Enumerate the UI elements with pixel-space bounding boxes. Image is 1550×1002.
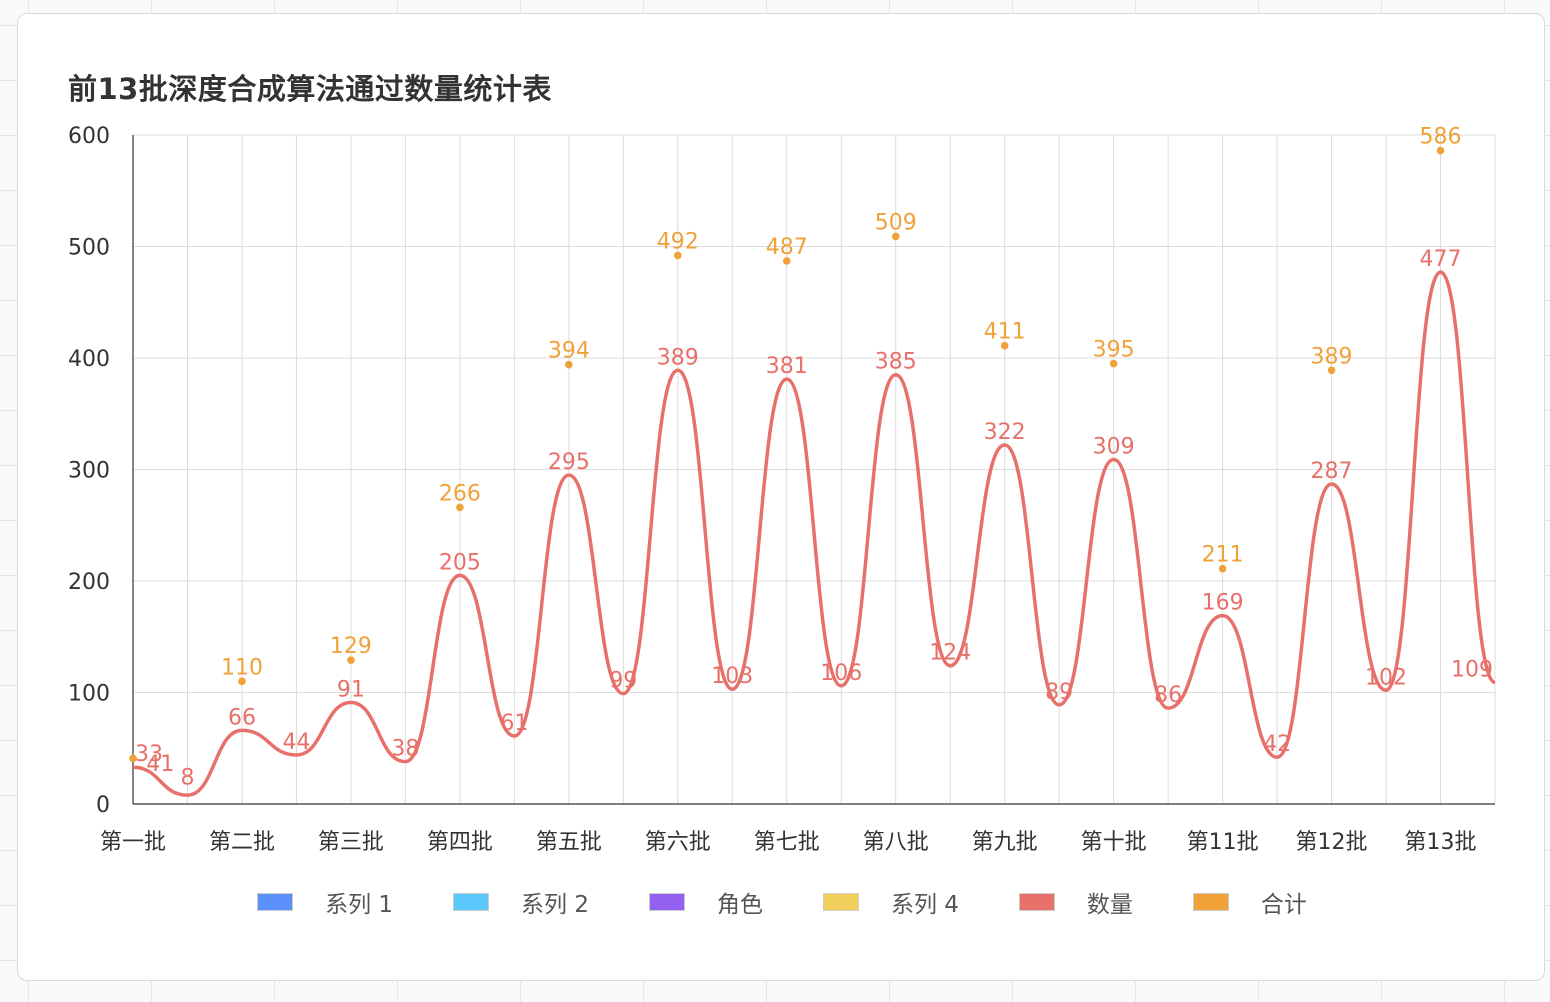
legend-swatch — [1192, 893, 1229, 911]
point-合计 — [1436, 146, 1445, 155]
x-tick-label: 第12批 — [1296, 830, 1368, 855]
data-label-合计: 394 — [548, 339, 590, 364]
data-label-数量: 33 — [135, 742, 163, 767]
data-label-数量: 86 — [1154, 683, 1182, 708]
point-合计 — [1218, 564, 1227, 573]
data-label-数量: 89 — [1045, 680, 1073, 705]
data-label-合计: 266 — [439, 481, 481, 506]
legend-label: 系列 2 — [521, 892, 589, 918]
legend-item[interactable]: 系列 4 — [793, 885, 989, 919]
point-合计 — [238, 677, 246, 686]
data-label-合计: 110 — [221, 655, 263, 680]
legend-item[interactable]: 数量 — [989, 885, 1163, 919]
data-label-数量: 287 — [1311, 459, 1353, 484]
point-合计 — [1327, 366, 1336, 375]
x-tick-label: 第七批 — [754, 830, 820, 855]
y-tick-label: 500 — [68, 236, 110, 261]
x-tick-label: 第二批 — [209, 830, 275, 855]
point-合计 — [1000, 341, 1009, 350]
data-label-数量: 124 — [929, 641, 971, 666]
point-合计 — [891, 232, 900, 241]
x-tick-label: 第九批 — [972, 830, 1038, 855]
legend-swatch — [257, 893, 294, 911]
data-label-数量: 385 — [875, 350, 917, 375]
data-label-数量: 103 — [711, 664, 753, 689]
data-label-数量: 381 — [766, 354, 808, 379]
data-label-数量: 8 — [180, 766, 194, 791]
x-tick-label: 第八批 — [863, 830, 929, 855]
y-tick-label: 100 — [68, 682, 110, 707]
data-label-数量: 109 — [1451, 657, 1493, 682]
legend-item[interactable]: 系列 1 — [227, 885, 423, 919]
x-tick-label: 第三批 — [318, 830, 384, 855]
y-tick-label: 200 — [68, 570, 110, 595]
x-tick-label: 第十批 — [1081, 830, 1147, 855]
legend-label: 合计 — [1260, 892, 1307, 918]
data-label-数量: 44 — [282, 730, 310, 755]
data-label-合计: 492 — [657, 229, 699, 254]
point-合计 — [674, 251, 682, 260]
legend-swatch — [453, 893, 490, 911]
data-label-合计: 487 — [766, 235, 808, 260]
x-tick-label: 第11批 — [1187, 830, 1259, 855]
y-tick-label: 400 — [68, 347, 110, 372]
series-line-数量 — [132, 270, 1496, 797]
chart-title: 前13批深度合成算法通过数量统计表 — [68, 72, 552, 106]
legend-swatch — [1018, 893, 1055, 911]
y-tick-label: 300 — [68, 459, 110, 484]
legend-swatch — [822, 893, 859, 911]
point-合计 — [347, 656, 355, 664]
y-tick-label: 0 — [96, 793, 110, 818]
data-label-数量: 295 — [548, 450, 590, 475]
data-label-数量: 389 — [657, 345, 699, 370]
data-label-数量: 66 — [228, 705, 256, 730]
legend-label: 系列 4 — [890, 892, 959, 918]
data-label-数量: 106 — [820, 661, 862, 686]
x-tick-label: 第13批 — [1405, 830, 1477, 855]
point-合计 — [129, 754, 137, 763]
data-label-数量: 61 — [500, 711, 528, 736]
legend-label: 系列 1 — [325, 892, 394, 918]
data-label-数量: 205 — [439, 550, 481, 575]
chart-legend: 系列 1 系列 2 角色 系列 4 数量 合计 — [18, 884, 1546, 920]
legend-label: 角色 — [716, 892, 763, 918]
data-label-合计: 411 — [984, 320, 1026, 345]
chart-card: 前13批深度合成算法通过数量统计表 系列 1 系列 2 角色 系列 4 数量 合计 — [17, 13, 1545, 981]
point-合计 — [782, 257, 791, 265]
data-label-数量: 322 — [984, 420, 1026, 445]
data-label-数量: 102 — [1365, 665, 1407, 690]
data-label-合计: 129 — [330, 634, 372, 659]
data-label-数量: 42 — [1263, 732, 1291, 757]
legend-item[interactable]: 合计 — [1163, 885, 1337, 919]
point-合计 — [565, 360, 573, 369]
data-label-数量: 169 — [1202, 591, 1244, 616]
x-tick-label: 第四批 — [427, 830, 493, 855]
legend-item[interactable]: 角色 — [619, 885, 793, 919]
data-label-数量: 41 — [146, 752, 174, 777]
y-tick-label: 600 — [68, 124, 110, 149]
x-tick-label: 第六批 — [645, 830, 711, 855]
data-label-合计: 395 — [1093, 338, 1135, 363]
data-label-合计: 211 — [1202, 543, 1244, 568]
point-合计 — [1109, 359, 1118, 368]
x-tick-label: 第五批 — [536, 830, 602, 855]
data-label-数量: 477 — [1420, 247, 1462, 272]
legend-item[interactable]: 系列 2 — [423, 885, 619, 919]
data-label-数量: 309 — [1093, 434, 1135, 459]
data-label-数量: 91 — [337, 678, 365, 703]
legend-label: 数量 — [1086, 892, 1133, 918]
legend-swatch — [648, 893, 685, 911]
x-tick-label: 第一批 — [100, 830, 166, 855]
data-label-合计: 586 — [1420, 125, 1462, 150]
point-合计 — [456, 503, 464, 512]
data-label-数量: 99 — [609, 669, 637, 694]
data-label-数量: 38 — [391, 737, 419, 762]
data-label-合计: 389 — [1311, 344, 1353, 369]
data-label-合计: 509 — [875, 210, 917, 235]
